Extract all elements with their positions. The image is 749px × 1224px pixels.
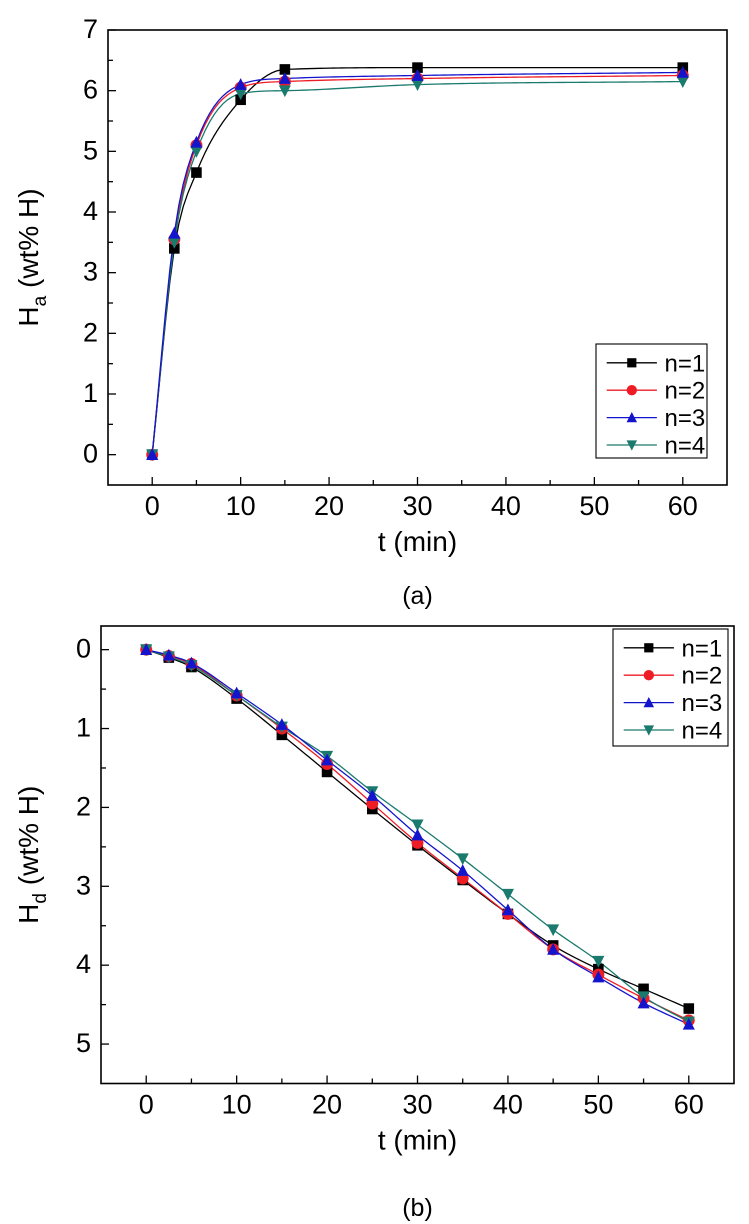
svg-text:10: 10 (226, 491, 256, 521)
svg-text:n=2: n=2 (682, 663, 723, 690)
svg-text:3: 3 (83, 257, 98, 287)
svg-text:0: 0 (83, 439, 98, 469)
svg-text:1: 1 (76, 713, 91, 743)
svg-text:n=1: n=1 (682, 635, 723, 662)
svg-text:5: 5 (83, 135, 98, 165)
svg-text:10: 10 (222, 1090, 252, 1120)
svg-text:n=4: n=4 (665, 433, 706, 460)
svg-text:0: 0 (76, 634, 91, 664)
svg-text:n=4: n=4 (682, 718, 723, 745)
svg-text:20: 20 (314, 491, 344, 521)
svg-text:40: 40 (493, 1090, 523, 1120)
svg-text:(b): (b) (402, 1194, 433, 1222)
svg-text:n=3: n=3 (682, 690, 723, 717)
svg-text:3: 3 (76, 870, 91, 900)
svg-text:60: 60 (674, 1090, 704, 1120)
svg-text:t (min): t (min) (378, 1125, 457, 1156)
svg-text:n=3: n=3 (665, 405, 706, 432)
svg-text:40: 40 (491, 491, 521, 521)
svg-text:2: 2 (83, 317, 98, 347)
svg-text:Hd (wt% H): Hd (wt% H) (13, 786, 51, 924)
svg-text:2: 2 (76, 791, 91, 821)
svg-text:5: 5 (76, 1028, 91, 1058)
svg-text:4: 4 (76, 949, 91, 979)
svg-text:4: 4 (83, 196, 98, 226)
svg-text:6: 6 (83, 75, 98, 105)
svg-text:(a): (a) (402, 582, 433, 610)
svg-text:7: 7 (83, 14, 98, 44)
svg-text:n=1: n=1 (665, 350, 706, 377)
svg-text:0: 0 (145, 491, 160, 521)
svg-text:n=2: n=2 (665, 378, 706, 405)
svg-text:0: 0 (139, 1090, 154, 1120)
svg-text:20: 20 (312, 1090, 342, 1120)
svg-text:30: 30 (402, 1090, 432, 1120)
svg-text:30: 30 (402, 491, 432, 521)
svg-text:t (min): t (min) (378, 526, 457, 557)
svg-text:60: 60 (668, 491, 698, 521)
svg-text:50: 50 (583, 1090, 613, 1120)
svg-text:Ha (wt% H): Ha (wt% H) (13, 188, 51, 326)
svg-text:1: 1 (83, 378, 98, 408)
svg-text:50: 50 (579, 491, 609, 521)
